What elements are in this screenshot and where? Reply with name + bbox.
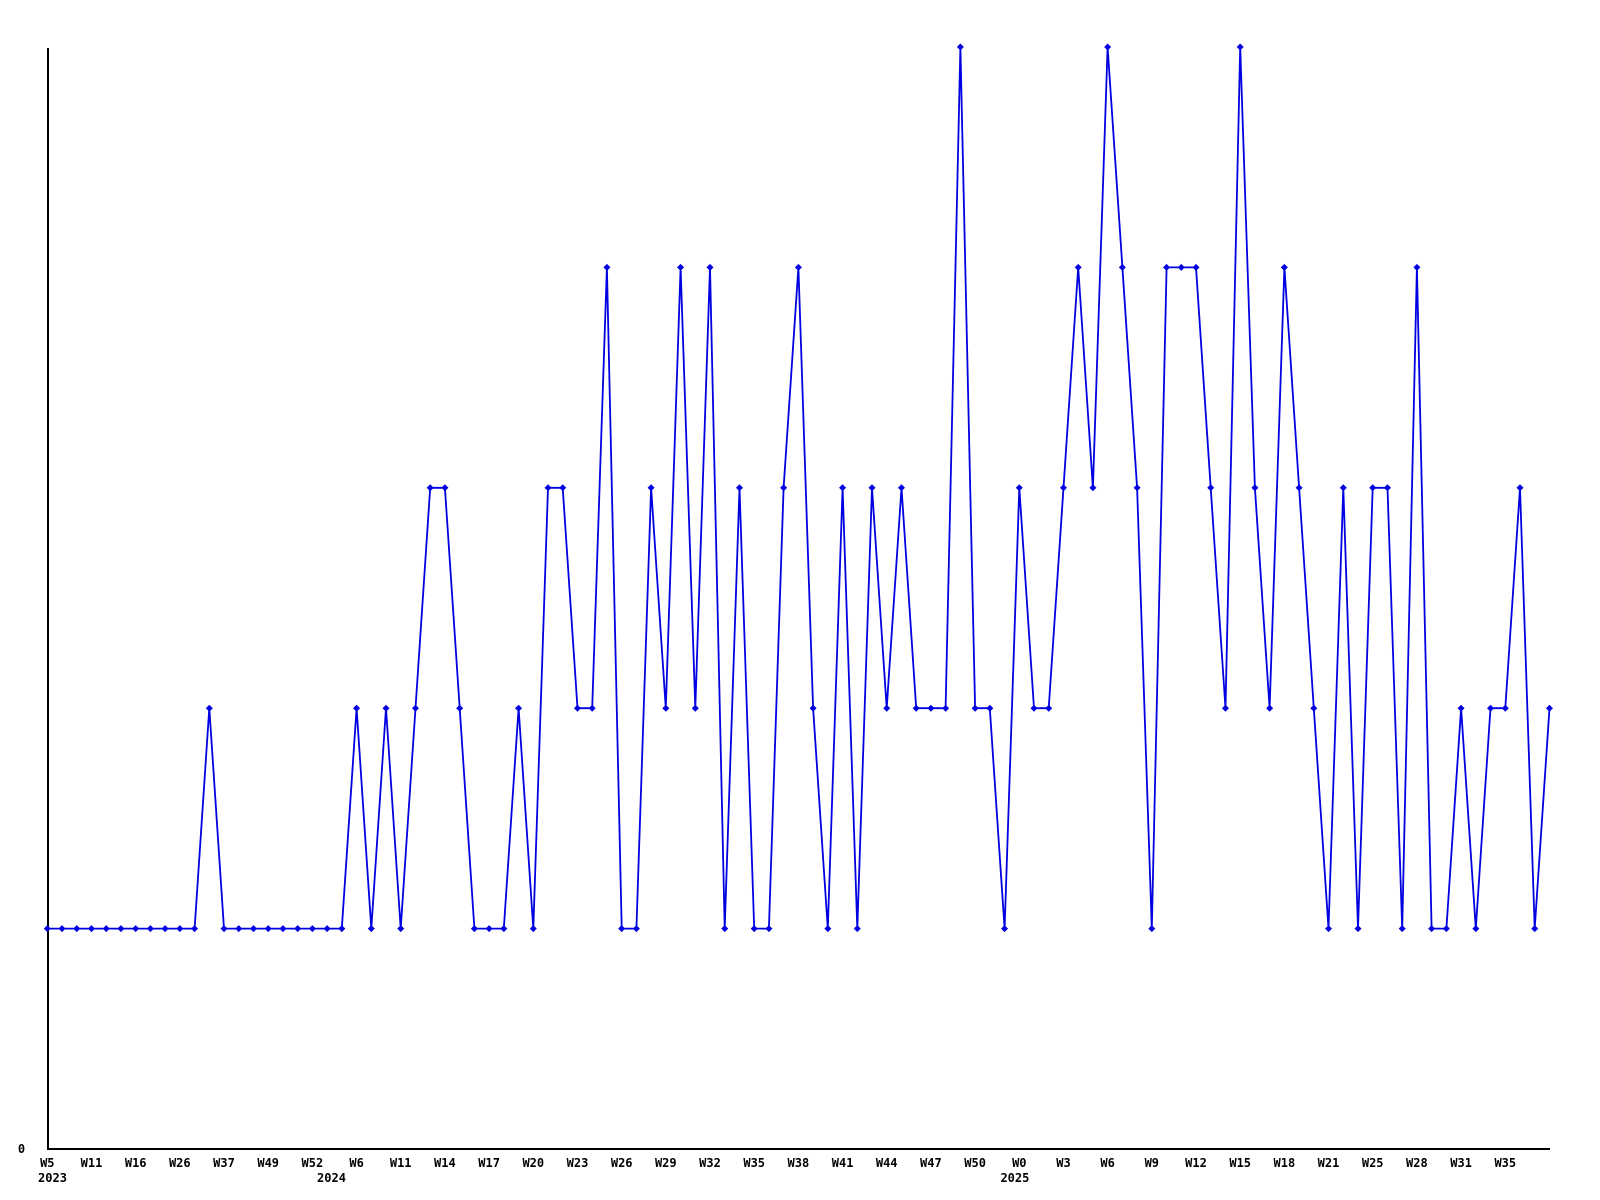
x-tick-label-20: W47 bbox=[920, 1156, 942, 1170]
x-tick-label-7: W6 bbox=[349, 1156, 363, 1170]
x-tick-label-2: W16 bbox=[125, 1156, 147, 1170]
x-tick-label-26: W12 bbox=[1185, 1156, 1207, 1170]
x-tick-label-16: W35 bbox=[743, 1156, 765, 1170]
data-line bbox=[47, 46, 1551, 930]
x-tick-label-31: W28 bbox=[1406, 1156, 1428, 1170]
x-tick-label-23: W3 bbox=[1056, 1156, 1070, 1170]
x-tick-label-5: W49 bbox=[257, 1156, 279, 1170]
x-tick-label-4: W37 bbox=[213, 1156, 235, 1170]
x-tick-label-28: W18 bbox=[1274, 1156, 1296, 1170]
x-tick-label-21: W50 bbox=[964, 1156, 986, 1170]
x-tick-label-33: W35 bbox=[1494, 1156, 1516, 1170]
x-tick-label-24: W6 bbox=[1100, 1156, 1114, 1170]
x-tick-label-14: W29 bbox=[655, 1156, 677, 1170]
x-tick-label-11: W20 bbox=[522, 1156, 544, 1170]
x-tick-label-32: W31 bbox=[1450, 1156, 1472, 1170]
x-tick-label-22: W0 bbox=[1012, 1156, 1026, 1170]
x-tick-label-6: W52 bbox=[302, 1156, 324, 1170]
y-axis-tick-label-0: 0 bbox=[18, 1142, 25, 1156]
x-tick-label-10: W17 bbox=[478, 1156, 500, 1170]
x-tick-label-27: W15 bbox=[1229, 1156, 1251, 1170]
x-year-label-2023: 2023 bbox=[38, 1171, 67, 1185]
x-tick-label-8: W11 bbox=[390, 1156, 412, 1170]
x-tick-label-0: W5 bbox=[40, 1156, 54, 1170]
x-year-label-2025: 2025 bbox=[1000, 1171, 1029, 1185]
x-tick-label-1: W11 bbox=[81, 1156, 103, 1170]
x-tick-label-17: W38 bbox=[788, 1156, 810, 1170]
x-tick-label-15: W32 bbox=[699, 1156, 721, 1170]
x-tick-label-3: W26 bbox=[169, 1156, 191, 1170]
x-tick-label-25: W9 bbox=[1145, 1156, 1159, 1170]
x-year-label-2024: 2024 bbox=[317, 1171, 346, 1185]
x-tick-label-9: W14 bbox=[434, 1156, 456, 1170]
x-tick-label-29: W21 bbox=[1318, 1156, 1340, 1170]
x-tick-label-30: W25 bbox=[1362, 1156, 1384, 1170]
x-tick-label-13: W26 bbox=[611, 1156, 633, 1170]
data-point-markers bbox=[43, 43, 1553, 933]
x-tick-label-19: W44 bbox=[876, 1156, 898, 1170]
x-tick-label-18: W41 bbox=[832, 1156, 854, 1170]
axes bbox=[47, 48, 1550, 1150]
x-tick-label-12: W23 bbox=[567, 1156, 589, 1170]
